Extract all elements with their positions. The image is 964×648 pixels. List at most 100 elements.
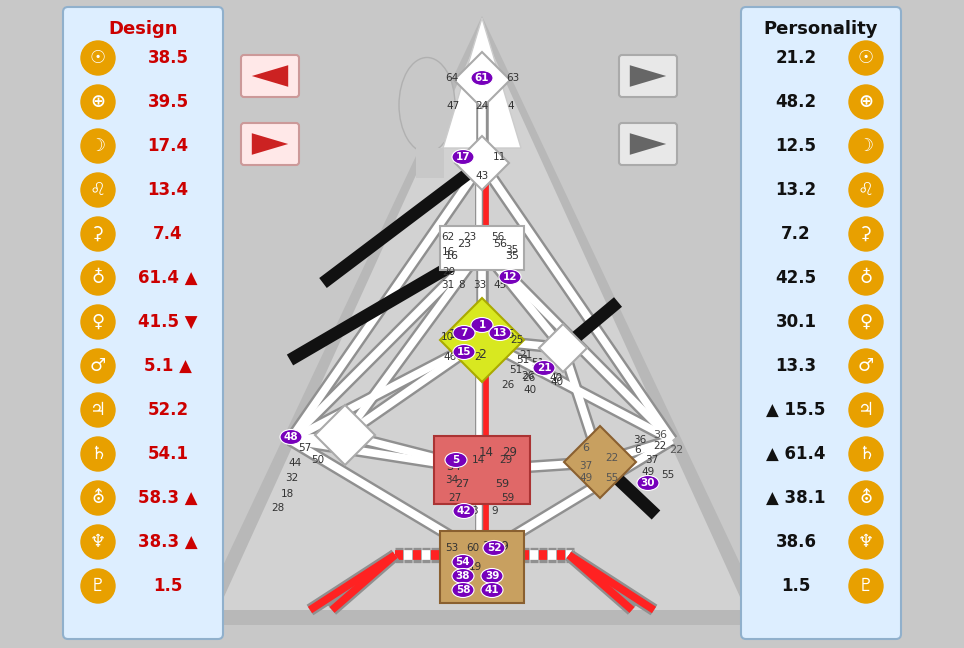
Ellipse shape [533, 360, 555, 375]
Text: 38.6: 38.6 [775, 533, 817, 551]
Polygon shape [252, 65, 288, 87]
Text: 14: 14 [471, 455, 485, 465]
Text: 58.3 ▲: 58.3 ▲ [138, 489, 198, 507]
Text: ☽: ☽ [90, 137, 106, 155]
Text: 40: 40 [523, 385, 537, 395]
Ellipse shape [452, 150, 474, 165]
FancyBboxPatch shape [63, 7, 223, 639]
Text: 27: 27 [455, 479, 469, 489]
Text: 12.5: 12.5 [775, 137, 817, 155]
Text: ♇: ♇ [858, 577, 874, 595]
Text: 50: 50 [311, 455, 325, 465]
Text: 59: 59 [501, 493, 515, 503]
Text: 6: 6 [582, 443, 590, 453]
Text: 3: 3 [482, 540, 490, 553]
Polygon shape [454, 52, 510, 108]
Text: 49: 49 [641, 467, 655, 477]
Text: 7.2: 7.2 [781, 225, 811, 243]
Ellipse shape [453, 345, 475, 360]
Text: 2: 2 [478, 349, 486, 362]
Text: 10: 10 [441, 332, 454, 342]
Circle shape [849, 261, 883, 295]
Text: ▲ 15.5: ▲ 15.5 [766, 401, 826, 419]
Text: 49: 49 [579, 473, 593, 483]
Text: 17: 17 [456, 152, 470, 162]
Text: 1: 1 [478, 320, 486, 330]
Ellipse shape [453, 325, 475, 340]
Text: 26: 26 [522, 371, 535, 381]
Circle shape [849, 349, 883, 383]
Text: 41.5 ▼: 41.5 ▼ [138, 313, 198, 331]
Polygon shape [195, 16, 769, 625]
Text: 51: 51 [517, 355, 529, 365]
Circle shape [849, 481, 883, 515]
Ellipse shape [445, 452, 467, 467]
Text: 3: 3 [470, 506, 477, 516]
Ellipse shape [489, 325, 511, 340]
Bar [416, 148, 444, 178]
Polygon shape [218, 30, 746, 610]
Text: 27: 27 [448, 493, 462, 503]
Ellipse shape [481, 583, 503, 597]
Polygon shape [443, 18, 521, 148]
Text: 22: 22 [605, 453, 619, 463]
Bar [440, 531, 524, 603]
Text: 16: 16 [445, 251, 459, 261]
Text: 10: 10 [449, 329, 465, 341]
Ellipse shape [471, 318, 493, 332]
Text: 40: 40 [550, 377, 564, 387]
Text: 18: 18 [281, 489, 294, 499]
Text: 32: 32 [285, 473, 299, 483]
Text: 6: 6 [634, 445, 641, 455]
Circle shape [849, 569, 883, 603]
Text: 17.4: 17.4 [147, 137, 189, 155]
Text: 37: 37 [579, 461, 593, 471]
Text: 37: 37 [645, 455, 658, 465]
Ellipse shape [637, 476, 659, 491]
Text: 56: 56 [492, 232, 504, 242]
Text: 22: 22 [669, 445, 683, 455]
Text: ♀: ♀ [860, 313, 872, 331]
Circle shape [81, 525, 115, 559]
Text: 42.5: 42.5 [775, 269, 817, 287]
Text: 29: 29 [502, 446, 518, 459]
Text: ♄: ♄ [858, 445, 874, 463]
Text: ⚳: ⚳ [92, 225, 104, 243]
Text: 61: 61 [474, 73, 490, 83]
Polygon shape [629, 65, 666, 87]
Text: 13.3: 13.3 [775, 357, 817, 375]
Polygon shape [539, 324, 587, 372]
Text: 55: 55 [661, 470, 675, 480]
Text: 52: 52 [487, 543, 501, 553]
Text: 51: 51 [509, 365, 522, 375]
Text: 30: 30 [641, 478, 656, 488]
Text: 26: 26 [501, 380, 515, 390]
Text: 9: 9 [500, 540, 508, 553]
Text: 34: 34 [445, 475, 459, 485]
Text: 15: 15 [457, 347, 471, 357]
Polygon shape [440, 298, 524, 382]
Text: 48.2: 48.2 [775, 93, 817, 111]
Circle shape [849, 437, 883, 471]
Text: 2: 2 [474, 352, 481, 362]
Polygon shape [629, 133, 666, 155]
Text: 53: 53 [445, 543, 459, 553]
Text: ⚳: ⚳ [860, 225, 872, 243]
Text: 4: 4 [508, 101, 515, 111]
Text: 54.1: 54.1 [147, 445, 189, 463]
Circle shape [849, 525, 883, 559]
Bar [440, 226, 524, 270]
Text: 21: 21 [520, 350, 533, 360]
Circle shape [849, 393, 883, 427]
Text: 25: 25 [510, 335, 523, 345]
Ellipse shape [453, 503, 475, 518]
Text: 41: 41 [485, 585, 499, 595]
Circle shape [81, 349, 115, 383]
Text: Personality: Personality [763, 20, 878, 38]
Text: ☽: ☽ [858, 137, 874, 155]
Text: 51: 51 [531, 358, 545, 368]
Text: 54: 54 [456, 557, 470, 567]
Circle shape [81, 85, 115, 119]
Ellipse shape [481, 568, 503, 583]
Text: 39.5: 39.5 [147, 93, 189, 111]
